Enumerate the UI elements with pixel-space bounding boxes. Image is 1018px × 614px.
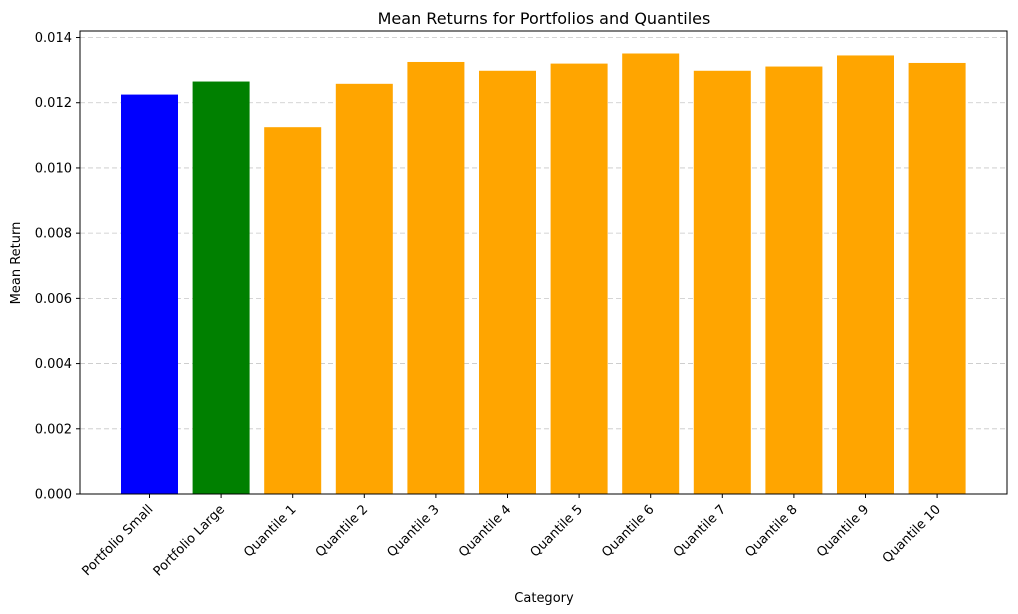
bar <box>622 53 680 494</box>
y-tick-label: 0.002 <box>35 422 72 437</box>
x-tick-label: Quantile 10 <box>880 502 944 566</box>
x-tick-label: Quantile 1 <box>241 502 299 560</box>
chart-title: Mean Returns for Portfolios and Quantile… <box>378 9 711 28</box>
bar <box>765 66 823 495</box>
x-tick-label: Portfolio Small <box>79 502 156 579</box>
bar <box>192 81 250 495</box>
y-tick-label: 0.010 <box>35 161 72 176</box>
x-tick-label: Quantile 3 <box>384 502 442 560</box>
bar <box>479 70 536 494</box>
x-tick-label: Quantile 9 <box>814 502 872 560</box>
y-tick-label: 0.014 <box>35 31 72 46</box>
bar <box>335 83 393 494</box>
x-tick-label: Portfolio Large <box>151 502 228 579</box>
x-axis-label: Category <box>514 591 574 606</box>
x-tick-label: Quantile 2 <box>313 502 371 560</box>
y-tick-label: 0.000 <box>35 488 72 503</box>
x-tick-label: Quantile 7 <box>671 502 729 560</box>
x-tick-label: Quantile 4 <box>456 502 514 560</box>
y-tick-label: 0.008 <box>35 227 72 242</box>
y-tick-label: 0.004 <box>35 357 72 372</box>
y-tick-label: 0.006 <box>35 292 72 307</box>
x-tick-label: Quantile 6 <box>599 502 657 560</box>
bar <box>550 63 608 495</box>
y-axis-ticks: 0.000 0.002 0.004 0.006 0.008 0.010 0.012 0.014 <box>35 31 80 503</box>
bar <box>264 127 322 495</box>
y-tick-label: 0.012 <box>35 96 72 111</box>
bar <box>837 55 894 494</box>
bar <box>407 61 465 495</box>
y-axis-label: Mean Return <box>9 222 24 305</box>
bar <box>693 70 751 494</box>
plot-frame <box>79 30 1008 495</box>
bars <box>121 53 966 495</box>
x-tick-label: Quantile 8 <box>742 502 800 560</box>
x-tick-label: Quantile 5 <box>528 502 586 560</box>
bar <box>908 62 966 494</box>
bar <box>121 94 178 494</box>
